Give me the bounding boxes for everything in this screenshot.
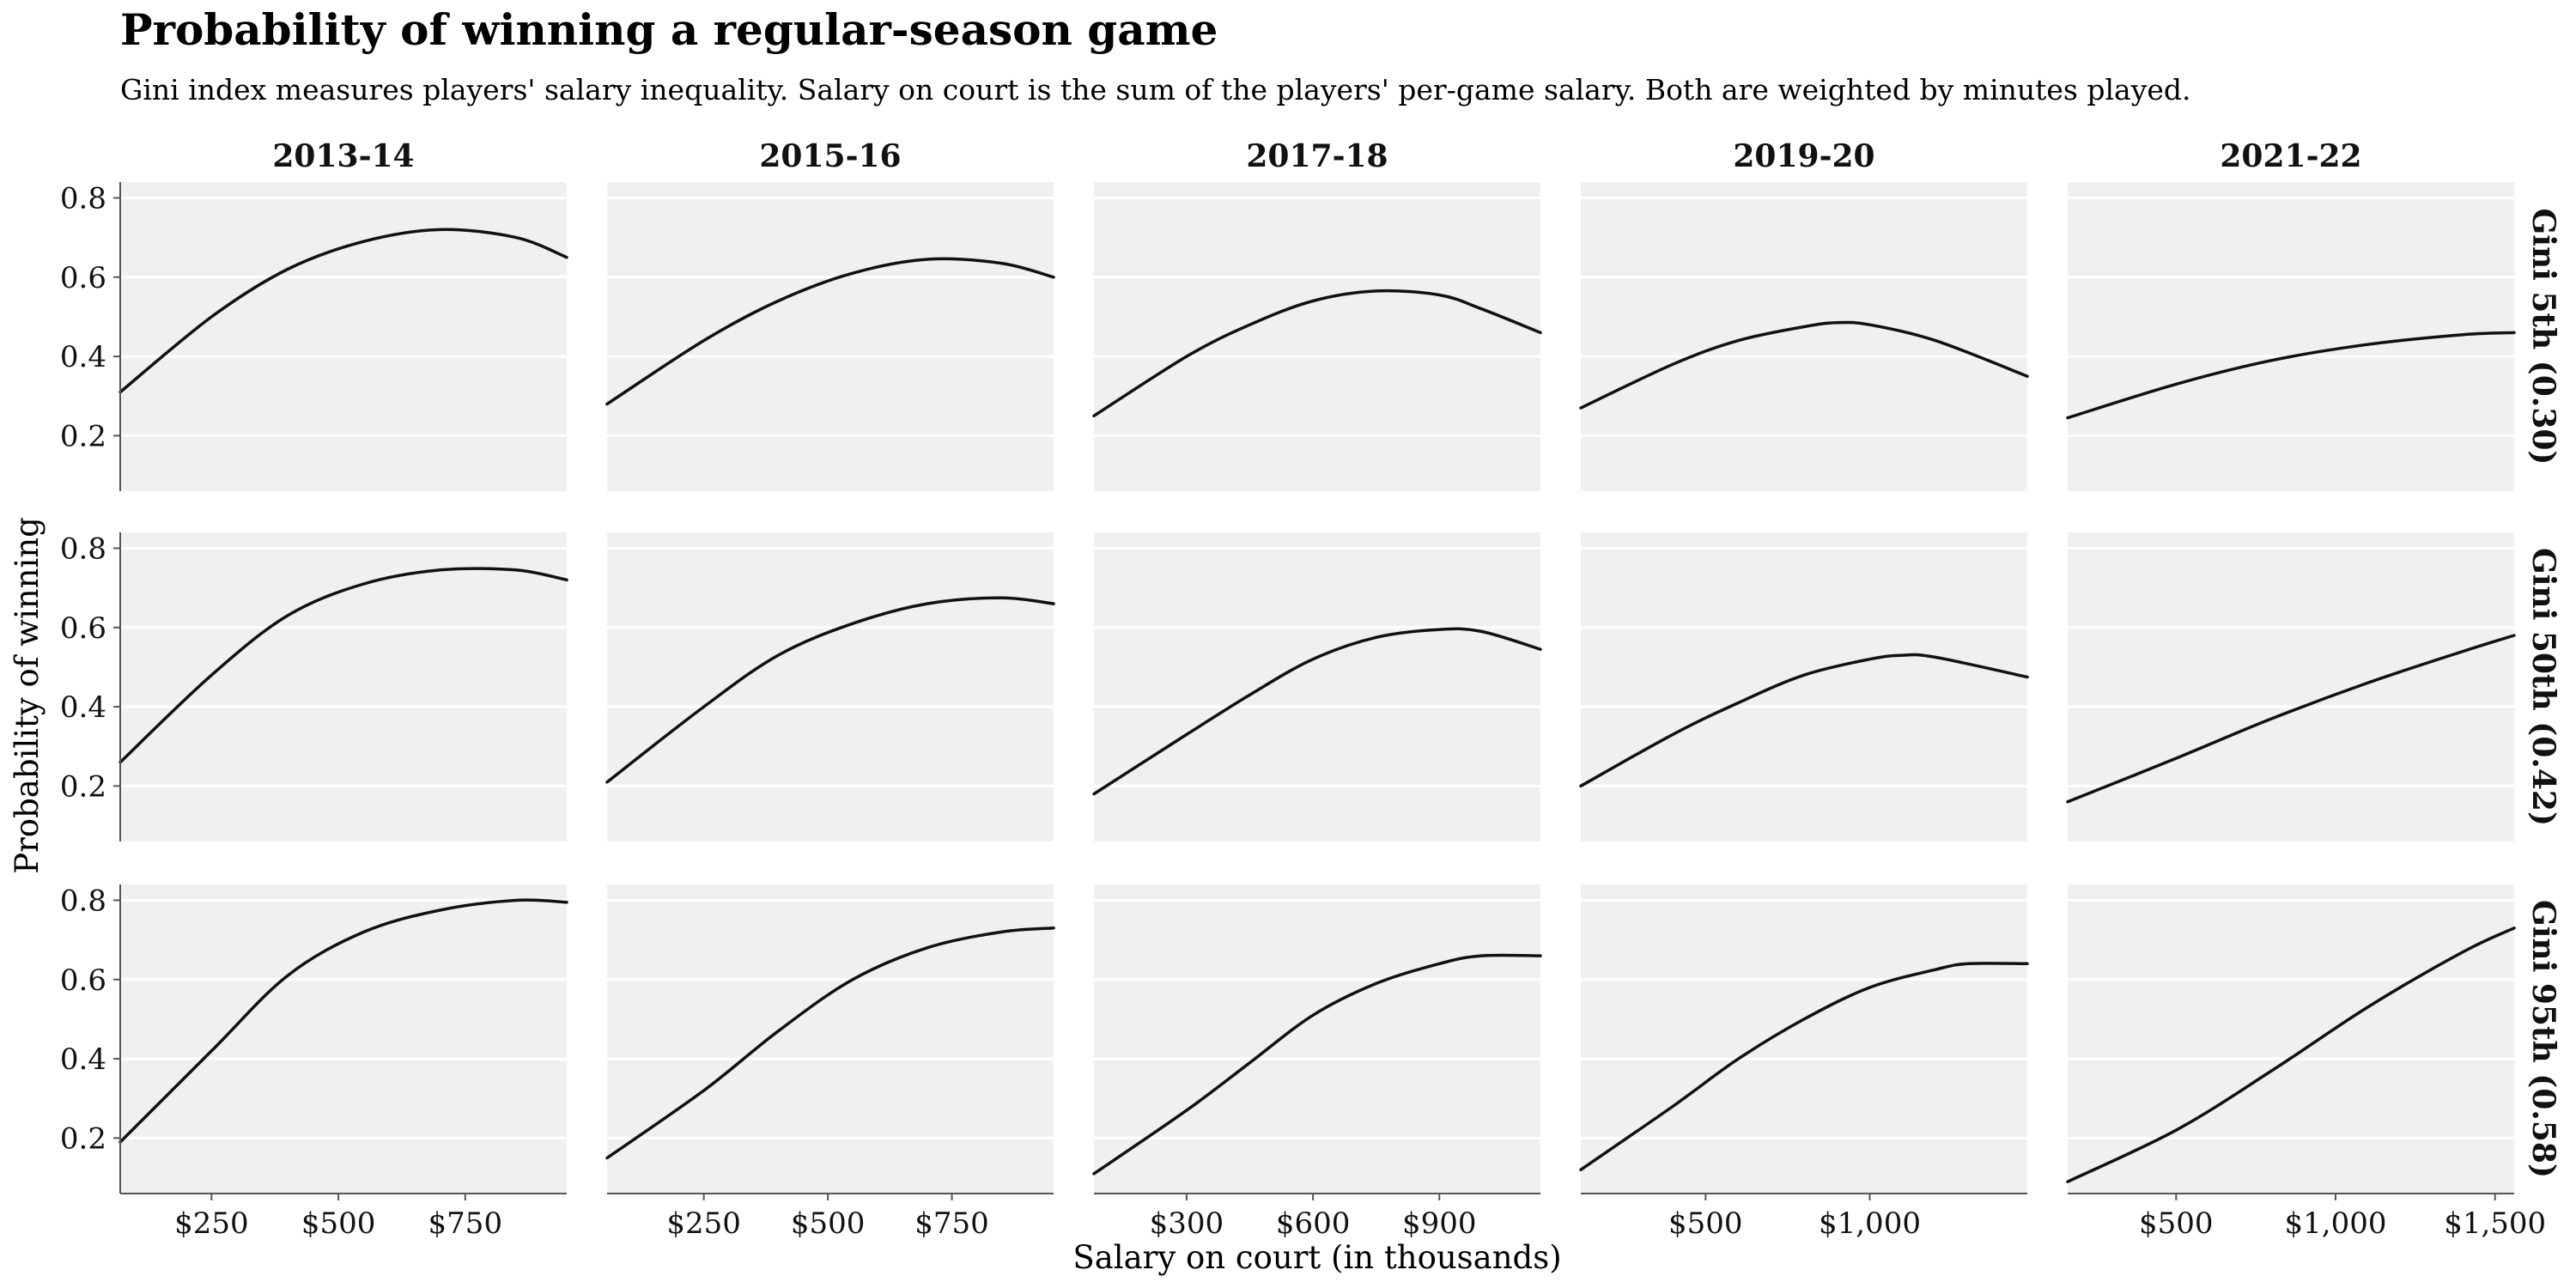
facet-strip-gini: Gini 5th (0.30) xyxy=(2525,209,2561,465)
series-line xyxy=(1579,653,2029,788)
panel-background xyxy=(607,884,1054,1194)
series-line xyxy=(1092,953,1542,1176)
series-line xyxy=(605,596,1055,784)
x-tick-label: $1,000 xyxy=(2285,1206,2387,1241)
panel-background xyxy=(1094,884,1540,1194)
y-tick-label: 0.2 xyxy=(60,769,106,804)
x-tick-label: $250 xyxy=(666,1206,741,1241)
panel-background xyxy=(607,532,1054,841)
facet-header-season: 2021-22 xyxy=(2220,138,2361,174)
series-line xyxy=(2066,634,2516,804)
y-tick-label: 0.2 xyxy=(60,419,106,453)
series-line xyxy=(1579,962,2029,1172)
x-tick-label: $250 xyxy=(174,1206,249,1241)
facet-header-season: 2017-18 xyxy=(1246,138,1388,174)
y-tick-label: 0.8 xyxy=(60,181,106,216)
x-tick-label: $300 xyxy=(1150,1206,1224,1241)
facet-strip-gini: Gini 95th (0.58) xyxy=(2525,900,2561,1178)
y-tick-label: 0.6 xyxy=(60,611,106,646)
facet-header-season: 2013-14 xyxy=(272,138,414,174)
facet-header-season: 2019-20 xyxy=(1733,138,1874,174)
series-line xyxy=(118,228,568,394)
chart-subtitle: Gini index measures players' salary ineq… xyxy=(120,73,2190,106)
panel-background xyxy=(1581,884,2027,1194)
panel-background xyxy=(607,182,1054,491)
y-tick-label: 0.8 xyxy=(60,884,106,918)
y-tick-label: 0.6 xyxy=(60,261,106,295)
x-tick-label: $750 xyxy=(914,1206,989,1241)
x-tick-label: $500 xyxy=(2139,1206,2214,1241)
series-line xyxy=(2066,331,2516,420)
x-axis-label: Salary on court (in thousands) xyxy=(1072,1239,1561,1276)
series-line xyxy=(118,567,568,764)
x-tick-label: $500 xyxy=(1668,1206,1743,1241)
panel-background xyxy=(1581,532,2027,841)
facet-strip-gini: Gini 50th (0.42) xyxy=(2525,548,2561,826)
series-line xyxy=(1092,627,1542,796)
facet-header-season: 2015-16 xyxy=(759,138,901,174)
x-tick-label: $500 xyxy=(791,1206,866,1241)
panel-background xyxy=(1094,182,1540,491)
x-tick-label: $1,000 xyxy=(1819,1206,1921,1241)
x-tick-label: $500 xyxy=(301,1206,376,1241)
panel-background xyxy=(2068,532,2514,841)
panel-background xyxy=(2068,884,2514,1194)
series-line xyxy=(2066,927,2516,1183)
y-axis-label: Probability of winning xyxy=(9,517,46,874)
series-line xyxy=(605,257,1055,406)
panel-background xyxy=(1581,182,2027,491)
panels-layer: 2013-14 2015-16 2017-18 2019-20 2021-22 Gini … xyxy=(60,138,2561,1241)
series-line xyxy=(605,927,1055,1160)
y-tick-label: 0.2 xyxy=(60,1121,106,1156)
panel-background xyxy=(120,532,567,841)
y-tick-label: 0.4 xyxy=(60,690,106,725)
y-tick-label: 0.4 xyxy=(60,1042,106,1077)
series-line xyxy=(1579,320,2029,410)
x-tick-label: $900 xyxy=(1402,1206,1477,1241)
x-tick-label: $600 xyxy=(1276,1206,1351,1241)
y-tick-label: 0.4 xyxy=(60,340,106,374)
series-line xyxy=(1092,289,1542,418)
x-tick-label: $1,500 xyxy=(2444,1206,2546,1241)
x-tick-label: $750 xyxy=(428,1206,503,1241)
chart-title: Probability of winning a regular-season … xyxy=(120,4,1218,55)
y-tick-label: 0.8 xyxy=(60,532,106,566)
y-tick-label: 0.6 xyxy=(60,963,106,998)
panel-background xyxy=(120,884,567,1194)
panel-background xyxy=(1094,532,1540,841)
series-line xyxy=(118,898,568,1144)
